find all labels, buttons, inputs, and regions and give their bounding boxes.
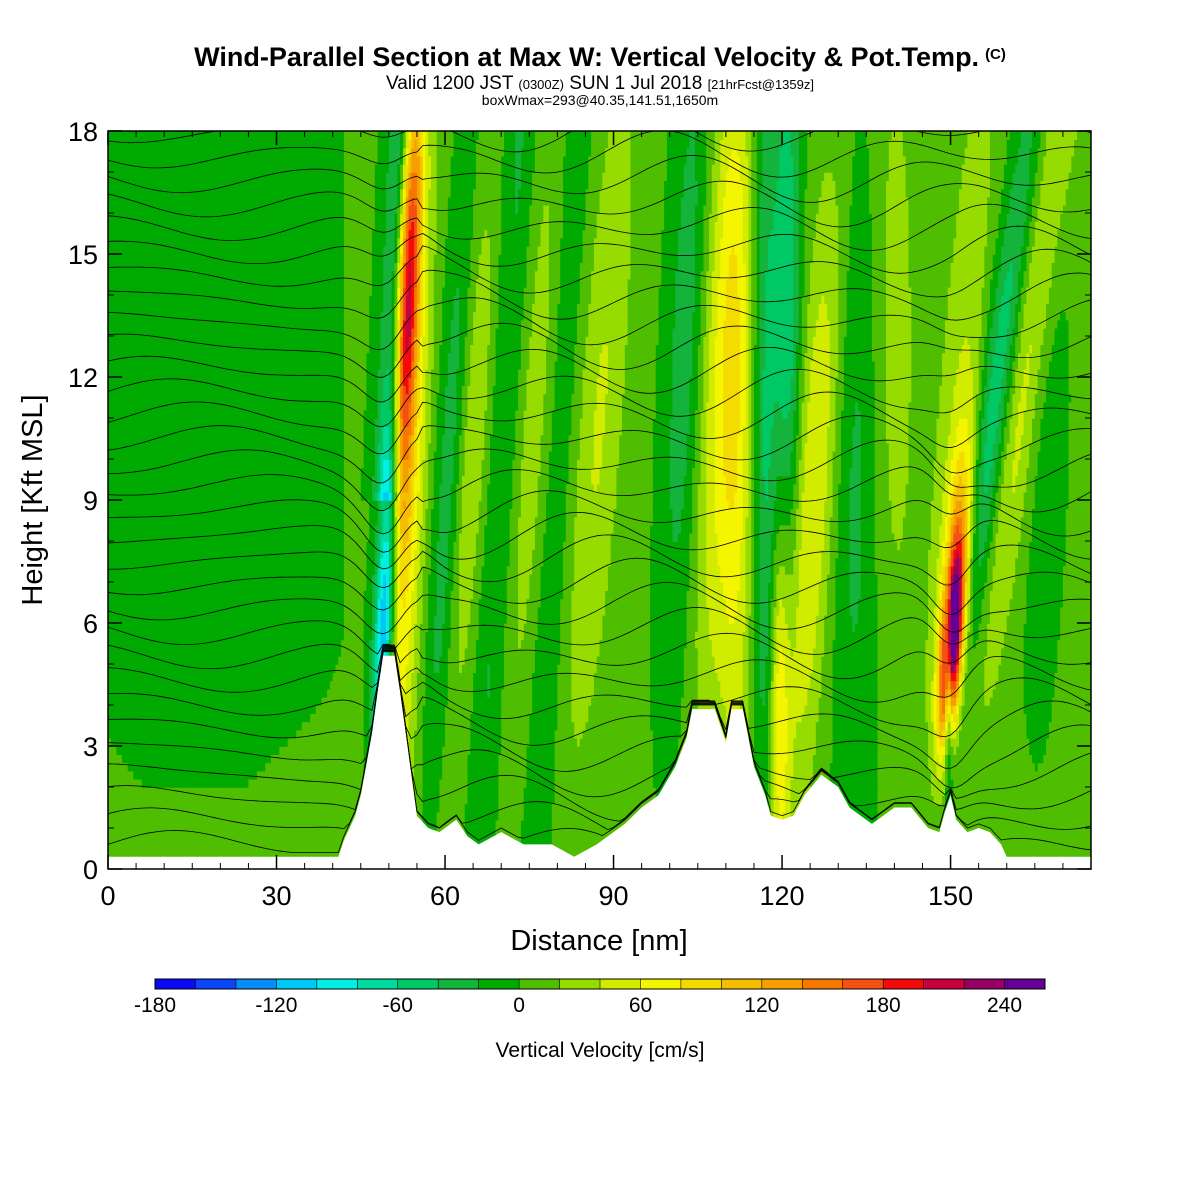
colorbar-swatch — [923, 979, 965, 989]
vertical-velocity-field — [108, 131, 1091, 869]
x-tick-label: 30 — [261, 881, 291, 911]
valid-date: SUN 1 Jul 2018 — [569, 73, 703, 94]
boxwmax-label: boxWmax=293@40.35,141.51,1650m — [481, 92, 719, 108]
y-tick-label: 15 — [68, 240, 98, 270]
colorbar-swatch — [964, 979, 1006, 989]
x-tick-label: 120 — [760, 881, 805, 911]
x-tick-label: 0 — [100, 881, 115, 911]
x-axis-title: Distance [nm] — [510, 925, 687, 957]
x-tick-label: 90 — [599, 881, 629, 911]
colorbar-tick-label: -180 — [134, 994, 176, 1017]
colorbar-swatch — [276, 979, 318, 989]
colorbar-swatch — [883, 979, 925, 989]
colorbar-swatch — [195, 979, 237, 989]
colorbar-swatch — [842, 979, 884, 989]
valid-prefix: Valid 1200 JST — [386, 73, 514, 94]
y-tick-label: 18 — [68, 117, 98, 147]
colorbar-label: Vertical Velocity [cm/s] — [496, 1039, 705, 1062]
colorbar-tick-label: 120 — [744, 994, 779, 1017]
chart-title: Wind-Parallel Section at Max W: Vertical… — [0, 42, 1200, 73]
y-tick-label: 0 — [83, 855, 98, 885]
colorbar-swatch — [397, 979, 439, 989]
colorbar-swatch — [600, 979, 641, 989]
colorbar-swatch — [438, 979, 480, 989]
copyright-mark: (C) — [985, 46, 1006, 63]
chart-axes: 0 30 60 90 120 150 0 3 6 9 12 15 18 — [68, 117, 1091, 911]
colorbar: -180 -120 -60 0 60 120 180 240 — [134, 978, 1046, 1017]
colorbar-tick-label: -120 — [255, 994, 297, 1017]
y-tick-label: 9 — [83, 486, 98, 516]
y-tick-label: 6 — [83, 609, 98, 639]
colorbar-tick-label: 180 — [866, 994, 901, 1017]
colorbar-swatch — [640, 979, 682, 989]
colorbar-swatch — [761, 979, 803, 989]
potential-temperature-contours — [108, 131, 1091, 853]
y-axis-title: Height [Kft MSL] — [17, 394, 49, 605]
colorbar-tick-label: 240 — [987, 994, 1022, 1017]
colorbar-swatch — [316, 979, 358, 989]
terrain-mask — [108, 655, 1091, 869]
colorbar-swatch — [519, 979, 561, 989]
colorbar-swatch — [680, 979, 722, 989]
x-tick-label: 150 — [928, 881, 973, 911]
colorbar-swatch — [1004, 979, 1046, 989]
colorbar-swatch — [478, 979, 520, 989]
valid-utc: (0300Z) — [518, 77, 564, 92]
colorbar-swatch — [155, 979, 196, 989]
forecast-label: [21hrFcst@1359z] — [707, 77, 814, 92]
colorbar-swatch — [721, 979, 763, 989]
colorbar-swatch — [802, 979, 844, 989]
colorbar-swatch — [235, 979, 277, 989]
chart-subtitle: Valid 1200 JST (0300Z) SUN 1 Jul 2018 [2… — [0, 73, 1200, 95]
title-main: Wind-Parallel Section at Max W: Vertical… — [194, 42, 980, 72]
colorbar-tick-label: 60 — [629, 994, 652, 1017]
colorbar-tick-label: 0 — [513, 994, 525, 1017]
x-tick-label: 60 — [430, 881, 460, 911]
colorbar-swatch — [357, 979, 399, 989]
y-tick-label: 12 — [68, 363, 98, 393]
y-tick-label: 3 — [83, 732, 98, 762]
colorbar-tick-label: -60 — [383, 994, 413, 1017]
colorbar-swatch — [559, 979, 601, 989]
